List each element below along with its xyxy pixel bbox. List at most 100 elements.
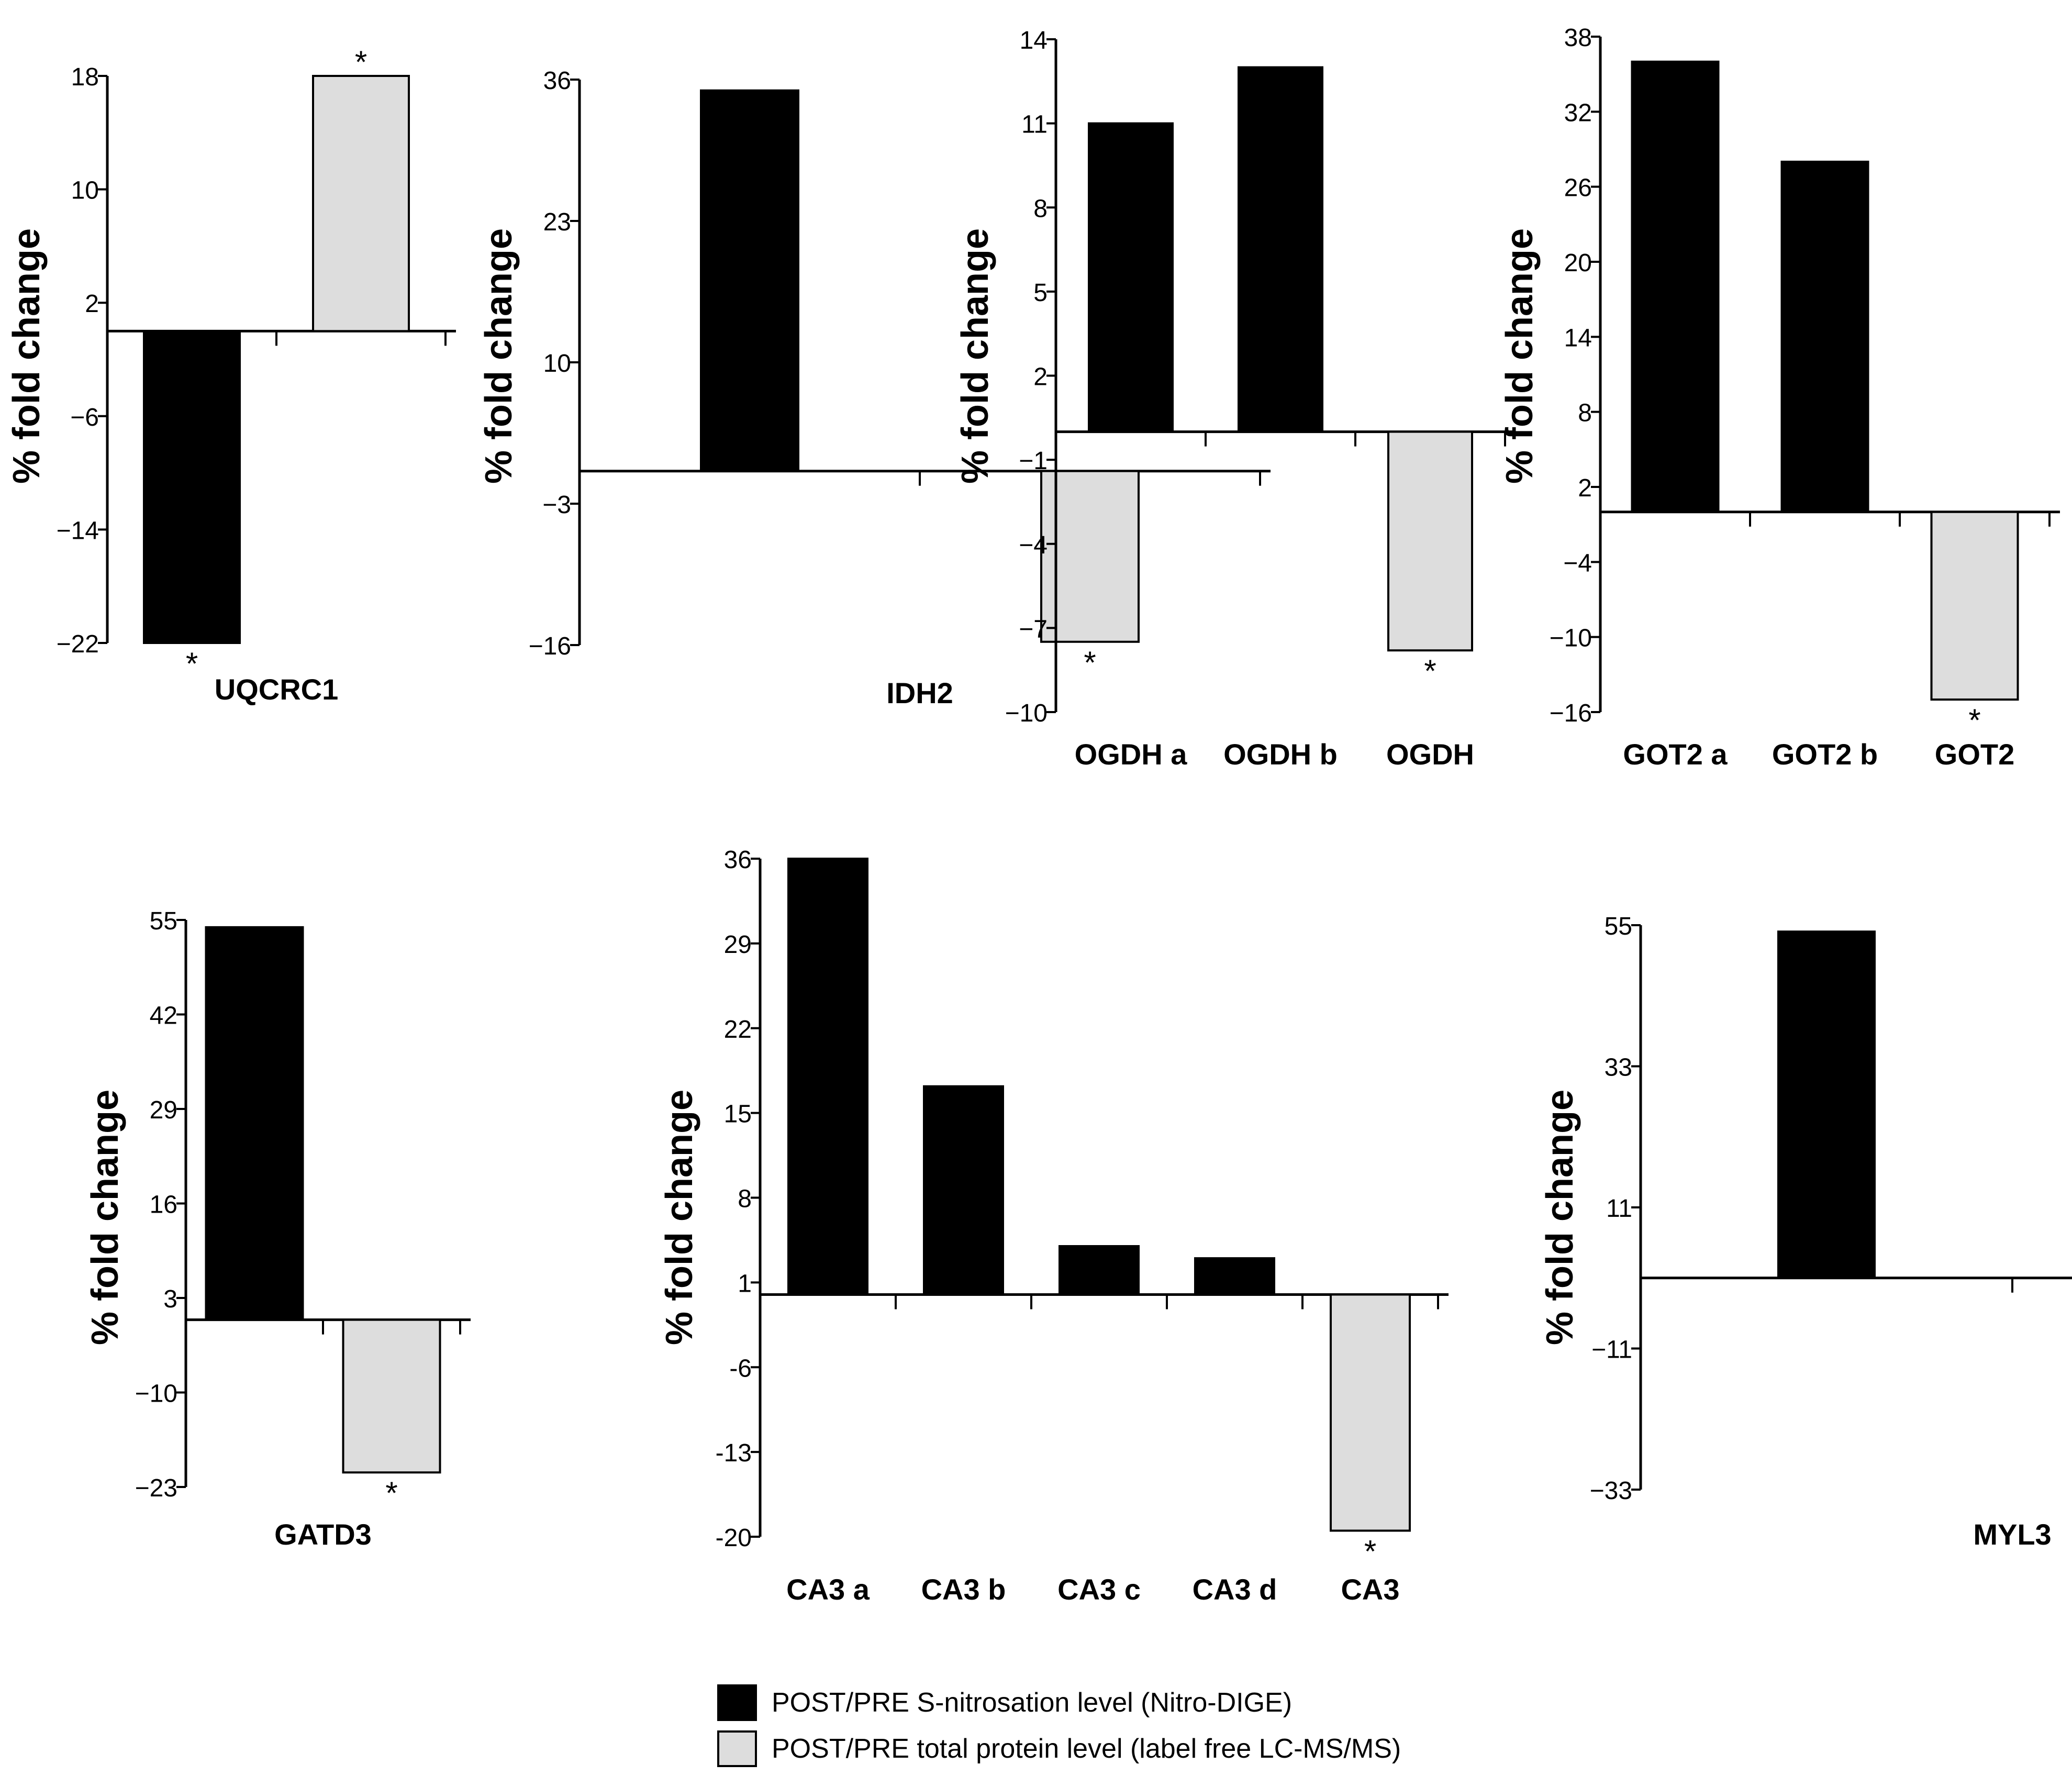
x-category-label: CA3 c — [1057, 1573, 1141, 1606]
chart-panel-6: 36 29 22 15 8 1 -6 -13 -20 % fold change * CA3 a CA3… — [659, 846, 1449, 1606]
y-tick-label: −4 — [1019, 531, 1048, 559]
y-tick-label: 1 — [738, 1270, 752, 1297]
x-category-label: OGDH a — [1075, 738, 1188, 771]
y-tick-label: −7 — [1019, 615, 1048, 643]
bar-nitro — [1777, 930, 1876, 1279]
significance-asterisk: * — [1364, 1534, 1376, 1569]
y-tick-label: 8 — [1578, 399, 1592, 427]
x-category-label: CA3 b — [921, 1573, 1006, 1606]
y-tick-label: 55 — [150, 907, 177, 935]
y-tick-label: −10 — [135, 1380, 177, 1408]
x-axis-label: UQCRC1 — [215, 673, 338, 706]
x-axis-label: IDH2 — [886, 676, 953, 709]
y-tick-label: −14 — [57, 517, 99, 545]
bar-nitro — [787, 858, 868, 1296]
y-tick-label: 8 — [738, 1185, 752, 1213]
x-category-label: GOT2 — [1935, 738, 2014, 771]
y-axis-title: % fold change — [659, 1090, 700, 1345]
chart-panel-4: 38 32 26 20 14 8 2 −4 −10 −16 % fold change * GOT2 a… — [1499, 24, 2060, 771]
y-tick-label: −16 — [1550, 700, 1592, 727]
bar-total — [1330, 1293, 1411, 1532]
significance-asterisk: * — [1084, 645, 1096, 680]
significance-asterisk: * — [186, 646, 198, 681]
y-tick-label: 23 — [543, 208, 571, 236]
y-tick-label: 36 — [543, 67, 571, 95]
legend: POST/PRE S-nitrosation level (Nitro-DIGE… — [717, 1682, 1659, 1786]
y-axis-title: % fold change — [1499, 228, 1541, 484]
y-tick-label: 8 — [1033, 195, 1048, 223]
y-axis-title: % fold change — [478, 228, 520, 484]
legend-item-total: POST/PRE total protein level (label free… — [717, 1728, 1401, 1770]
y-tick-label: 26 — [1564, 174, 1592, 202]
significance-asterisk: * — [355, 45, 367, 80]
legend-swatch-nitro — [717, 1684, 757, 1721]
y-tick-label: −10 — [1550, 625, 1592, 652]
y-tick-label: 32 — [1564, 99, 1592, 127]
y-tick-label: 18 — [71, 63, 99, 91]
y-tick-label: 29 — [724, 931, 752, 959]
y-tick-label: 22 — [724, 1016, 752, 1044]
y-tick-label: 10 — [543, 350, 571, 378]
y-tick-label: 55 — [1605, 913, 1632, 940]
significance-asterisk: * — [1424, 653, 1436, 689]
y-tick-label: 3 — [163, 1285, 177, 1313]
y-tick-label: 11 — [1021, 111, 1048, 139]
x-axis-label: GATD3 — [274, 1518, 372, 1551]
significance-asterisk: * — [385, 1475, 397, 1511]
y-tick-label: 14 — [1020, 27, 1048, 54]
bar-nitro — [143, 330, 241, 644]
legend-label-total: POST/PRE total protein level (label free… — [772, 1734, 1401, 1764]
x-category-label: GOT2 b — [1772, 738, 1878, 771]
y-tick-label: 14 — [1564, 324, 1592, 352]
legend-item-nitro: POST/PRE S-nitrosation level (Nitro-DIGE… — [717, 1682, 1292, 1724]
y-tick-label: −22 — [57, 630, 99, 658]
x-category-label: CA3 d — [1193, 1573, 1277, 1606]
y-tick-label: 20 — [1564, 249, 1592, 277]
y-tick-label: 2 — [85, 290, 99, 318]
bar-total — [1387, 430, 1473, 652]
bar-nitro — [1780, 160, 1869, 513]
chart-panel-2: 36 23 10 −3 −16 % fold change * IDH2 — [478, 67, 1271, 709]
y-tick-label: −10 — [1005, 700, 1048, 727]
y-tick-label: −33 — [1590, 1477, 1632, 1505]
legend-label-nitro: POST/PRE S-nitrosation level (Nitro-DIGE… — [772, 1688, 1293, 1718]
y-axis-title: % fold change — [1539, 1090, 1581, 1345]
bar-nitro — [700, 89, 799, 472]
y-tick-label: -20 — [716, 1524, 752, 1552]
y-tick-label: −3 — [542, 491, 571, 519]
bar-nitro — [1238, 66, 1323, 433]
y-tick-label: 29 — [150, 1096, 177, 1124]
bar-nitro — [1631, 60, 1720, 513]
significance-asterisk: * — [1968, 703, 1980, 738]
x-category-label: CA3 — [1341, 1573, 1399, 1606]
y-tick-label: 33 — [1605, 1054, 1632, 1082]
bar-total — [1930, 510, 2019, 701]
chart-panel-5: 55 42 29 16 3 −10 −23 % fold change * GATD3 — [84, 907, 471, 1551]
bar-nitro — [1059, 1245, 1140, 1296]
bar-total — [312, 75, 410, 332]
y-tick-label: −11 — [1591, 1336, 1632, 1364]
y-tick-label: -6 — [729, 1355, 752, 1382]
y-tick-label: −23 — [135, 1474, 177, 1502]
chart-panel-1: 18 10 2 −6 −14 −22 % fold change * * UQCRC1 — [6, 45, 456, 706]
x-category-label: GOT2 a — [1623, 738, 1728, 771]
y-tick-label: −6 — [70, 404, 99, 431]
x-category-label: OGDH — [1386, 738, 1474, 771]
y-tick-label: 36 — [724, 846, 752, 874]
y-axis-title: % fold change — [84, 1090, 126, 1345]
x-category-label: OGDH b — [1223, 738, 1338, 771]
y-axis-title: % fold change — [6, 228, 48, 484]
y-tick-label: −4 — [1563, 549, 1592, 577]
bar-total — [1040, 470, 1140, 643]
y-tick-label: −1 — [1019, 447, 1048, 475]
y-tick-label: 16 — [150, 1191, 177, 1219]
y-tick-label: 5 — [1033, 279, 1048, 307]
chart-panel-3: 14 11 8 5 2 −1 −4 −7 −10 % fold change * OGDH a OGDH… — [954, 27, 1516, 771]
x-axis-label: MYL3 — [1973, 1518, 2051, 1551]
y-tick-label: 11 — [1606, 1195, 1632, 1223]
bar-nitro — [923, 1085, 1004, 1296]
y-tick-label: 38 — [1564, 24, 1592, 52]
